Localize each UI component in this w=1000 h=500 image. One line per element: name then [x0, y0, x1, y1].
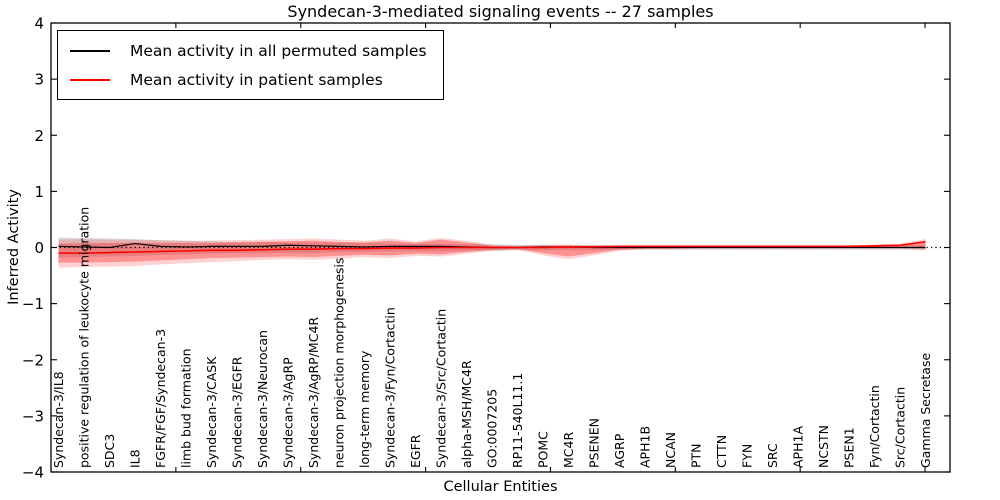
- x-category-label: Src/Cortactin: [893, 387, 908, 468]
- x-axis-label: Cellular Entities: [443, 479, 558, 495]
- series-line-patient: [58, 241, 926, 254]
- x-category-label: APH1B: [638, 426, 653, 468]
- y-tick-label: 0: [34, 239, 44, 257]
- legend-line-black-icon: [70, 49, 110, 52]
- x-category-label: Syndecan-3/AgRP/MC4R: [306, 317, 321, 468]
- x-category-label: FYN: [740, 444, 755, 468]
- x-category-label: GO:0007205: [485, 389, 500, 468]
- x-category-label: limb bud formation: [179, 348, 194, 468]
- chart-title: Syndecan-3-mediated signaling events -- …: [287, 2, 714, 21]
- y-tick-label: −4: [22, 464, 44, 482]
- x-category-label: SDC3: [102, 434, 117, 468]
- y-tick-label: 2: [34, 127, 44, 145]
- x-category-label: APH1A: [791, 426, 806, 468]
- x-category-label: SRC: [765, 443, 780, 468]
- x-category-label: POMC: [536, 431, 551, 468]
- x-category-label: IL8: [128, 449, 143, 468]
- x-category-label: long-term memory: [357, 350, 372, 468]
- legend-label-permuted: Mean activity in all permuted samples: [130, 41, 427, 60]
- legend-line-red-icon: [70, 78, 110, 81]
- x-category-label: Syndecan-3/CASK: [204, 356, 219, 468]
- x-category-label: MC4R: [561, 432, 576, 468]
- x-category-label: Syndecan-3/Src/Cortactin: [434, 309, 449, 468]
- x-category-label: PTN: [689, 443, 704, 468]
- x-category-label: EGFR: [408, 434, 423, 468]
- x-category-label: PSEN1: [842, 427, 857, 468]
- y-tick-label: 3: [34, 71, 44, 89]
- y-axis-label: Inferred Activity: [6, 189, 22, 305]
- y-tick-label: −3: [22, 407, 44, 425]
- x-category-label: neuron projection morphogenesis: [332, 257, 347, 468]
- x-category-label: Gamma Secretase: [918, 353, 933, 468]
- y-tick-label: 1: [34, 183, 44, 201]
- y-tick-label: −1: [22, 295, 44, 313]
- x-category-label: Syndecan-3/IL8: [51, 371, 66, 468]
- x-category-label: NCSTN: [816, 425, 831, 468]
- x-category-label: CTTN: [714, 435, 729, 468]
- y-tick-label: −2: [22, 351, 44, 369]
- legend-label-patient: Mean activity in patient samples: [130, 70, 383, 89]
- legend: Mean activity in all permuted samples Me…: [57, 30, 444, 100]
- x-category-label: NCAN: [663, 432, 678, 468]
- x-category-label: Syndecan-3/EGFR: [230, 356, 245, 468]
- y-tick-label: 4: [34, 15, 44, 33]
- x-category-label: Syndecan-3/Fyn/Cortactin: [383, 307, 398, 468]
- x-category-label: Syndecan-3/AgRP: [281, 357, 296, 468]
- x-category-label: alpha-MSH/MC4R: [459, 360, 474, 468]
- x-category-label: Fyn/Cortactin: [867, 385, 882, 468]
- legend-row-permuted: Mean activity in all permuted samples: [70, 38, 427, 63]
- legend-row-patient: Mean activity in patient samples: [70, 67, 427, 92]
- x-category-label: PSENEN: [587, 418, 602, 468]
- x-category-label: AGRP: [612, 433, 627, 468]
- x-category-label: positive regulation of leukocyte migrati…: [77, 207, 92, 468]
- x-category-label: FGFR/FGF/Syndecan-3: [153, 329, 168, 468]
- x-category-label: RP11-540L11.1: [510, 373, 525, 468]
- x-category-label: Syndecan-3/Neurocan: [255, 330, 270, 468]
